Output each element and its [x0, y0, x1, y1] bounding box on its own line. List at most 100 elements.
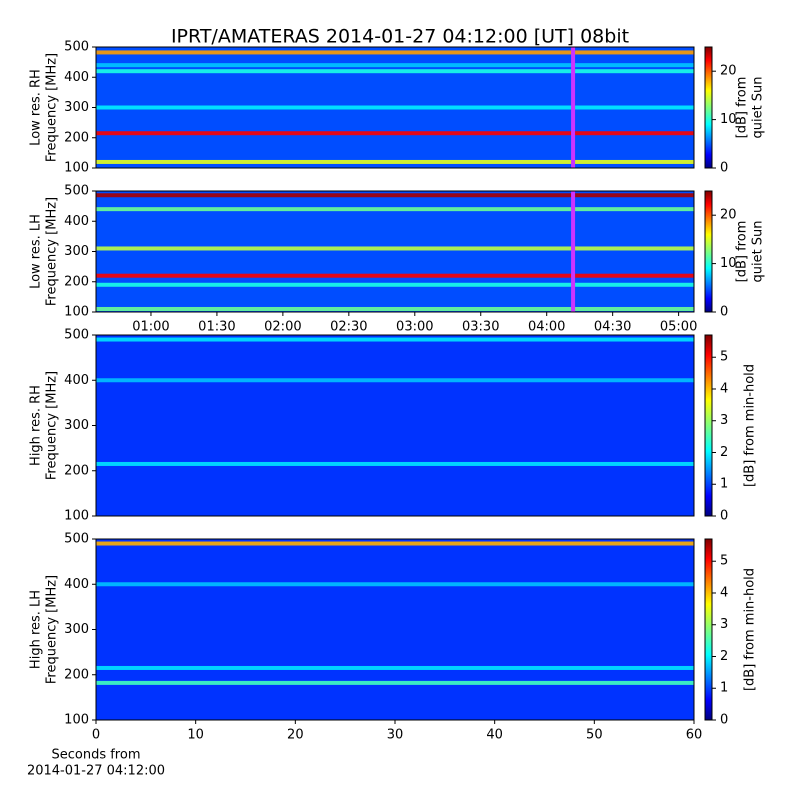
colorbar: [704, 538, 713, 721]
emission-band: [96, 306, 694, 311]
colorbar-tick-label: 1: [720, 477, 728, 492]
y-tick-label: 100: [64, 509, 89, 524]
y-tick-label: 400: [64, 70, 89, 85]
emission-band: [96, 541, 694, 546]
y-tick-label: 400: [64, 373, 89, 388]
x-tick-label: 0: [92, 728, 100, 743]
colorbar-tick-label: 2: [720, 649, 728, 664]
y-tick-label: 500: [64, 40, 89, 55]
colorbar-tick-label: 20: [720, 64, 737, 79]
x-tick-label: 20: [287, 728, 304, 743]
heatmap-background: [96, 191, 694, 312]
x-tick-label: 04:00: [528, 320, 565, 335]
colorbar-tick-label: 5: [720, 350, 728, 365]
emission-band: [96, 337, 694, 342]
y-tick-label: 500: [64, 184, 89, 199]
colorbar-tick-label: 10: [720, 256, 737, 271]
colorbar-tick-label: 4: [720, 381, 728, 396]
colorbar-tick-label: 0: [720, 161, 728, 176]
y-tick-label: 400: [64, 577, 89, 592]
y-tick-label: 100: [64, 713, 89, 728]
emission-band: [96, 461, 694, 466]
colorbar: [704, 46, 713, 169]
x-tick-label: 50: [586, 728, 603, 743]
colorbar-tick-label: 2: [720, 445, 728, 460]
x-axis-label: 2014-01-27 04:12:00: [27, 764, 165, 779]
colorbar-label: quiet Sun: [751, 220, 766, 282]
colorbar-tick-label: 0: [720, 509, 728, 524]
colorbar-tick-label: 5: [720, 554, 728, 569]
x-tick-label: 01:00: [132, 320, 169, 335]
x-tick-label: 40: [486, 728, 503, 743]
y-axis-label: Frequency [MHz]: [45, 575, 60, 684]
x-tick-label: 03:30: [462, 320, 499, 335]
y-tick-label: 100: [64, 161, 89, 176]
y-axis-label: Low res. LH: [29, 214, 44, 289]
emission-band: [96, 582, 694, 587]
y-tick-label: 300: [64, 622, 89, 637]
y-axis-label: Low res. RH: [29, 69, 44, 146]
x-tick-label: 01:30: [198, 320, 235, 335]
heatmap-background: [96, 335, 694, 516]
colorbar-tick-label: 0: [720, 305, 728, 320]
y-tick-label: 200: [64, 274, 89, 289]
colorbar-tick-label: 3: [720, 413, 728, 428]
y-axis-label: Frequency [MHz]: [45, 197, 60, 306]
x-tick-label: 30: [387, 728, 404, 743]
time-marker: [571, 191, 576, 312]
y-tick-label: 200: [64, 463, 89, 478]
y-tick-label: 300: [64, 418, 89, 433]
emission-band: [96, 246, 694, 251]
colorbar: [704, 190, 713, 313]
colorbar-tick-label: 1: [720, 681, 728, 696]
colorbar-tick-label: 10: [720, 112, 737, 127]
y-axis-label: Frequency [MHz]: [45, 371, 60, 480]
x-tick-label: 02:00: [264, 320, 301, 335]
colorbar-tick-label: 0: [720, 713, 728, 728]
x-tick-label: 10: [187, 728, 204, 743]
emission-band: [96, 63, 694, 68]
y-axis-label: High res. RH: [29, 385, 44, 466]
x-tick-label: 05:00: [660, 320, 697, 335]
colorbar: [704, 334, 713, 517]
emission-band: [96, 207, 694, 212]
y-tick-label: 500: [64, 532, 89, 547]
colorbar-label: [dB] from min-hold: [743, 568, 758, 691]
y-tick-label: 200: [64, 130, 89, 145]
emission-band: [96, 273, 694, 278]
x-tick-label: 60: [686, 728, 703, 743]
y-tick-label: 400: [64, 214, 89, 229]
colorbar-label: [dB] from: [735, 77, 750, 139]
x-tick-label: 04:30: [594, 320, 631, 335]
colorbar-label: [dB] from: [735, 221, 750, 283]
emission-band: [96, 665, 694, 670]
colorbar-label: quiet Sun: [751, 76, 766, 138]
chart-title: IPRT/AMATERAS 2014-01-27 04:12:00 [UT] 0…: [171, 26, 629, 48]
y-axis-label: Frequency [MHz]: [45, 53, 60, 162]
y-axis-label: High res. LH: [29, 590, 44, 669]
x-tick-label: 03:00: [396, 320, 433, 335]
colorbar-label: [dB] from min-hold: [743, 364, 758, 487]
x-axis-label: Seconds from: [51, 748, 140, 763]
emission-band: [96, 378, 694, 383]
y-tick-label: 200: [64, 667, 89, 682]
x-tick-label: 02:30: [330, 320, 367, 335]
colorbar-tick-label: 20: [720, 208, 737, 223]
emission-band: [96, 105, 694, 110]
emission-band: [96, 131, 694, 136]
colorbar-tick-label: 4: [720, 585, 728, 600]
emission-band: [96, 159, 694, 164]
emission-band: [96, 69, 694, 74]
emission-band: [96, 680, 694, 685]
emission-band: [96, 193, 694, 198]
colorbar-tick-label: 3: [720, 617, 728, 632]
y-tick-label: 300: [64, 100, 89, 115]
heatmap-background: [96, 539, 694, 720]
emission-band: [96, 282, 694, 287]
y-tick-label: 100: [64, 305, 89, 320]
y-tick-label: 500: [64, 328, 89, 343]
emission-band: [96, 50, 694, 55]
time-marker: [571, 47, 576, 168]
y-tick-label: 300: [64, 244, 89, 259]
